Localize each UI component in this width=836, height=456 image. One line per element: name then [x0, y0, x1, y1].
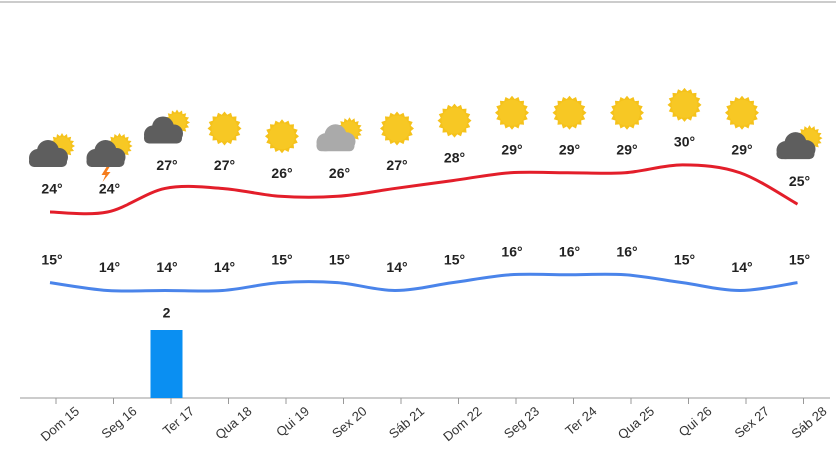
- value-label: 14°: [386, 259, 407, 275]
- value-label: 27°: [386, 157, 407, 173]
- value-label: 29°: [501, 141, 522, 157]
- value-label: 15°: [329, 251, 350, 267]
- cloud-base: [29, 156, 67, 167]
- weather-icon: [437, 103, 472, 138]
- weather-icon: [29, 133, 75, 167]
- weather-icon: [495, 95, 529, 130]
- weather-icon: [667, 87, 702, 122]
- value-label: 14°: [731, 259, 752, 275]
- value-label: 30°: [674, 134, 695, 150]
- sun-core: [499, 99, 525, 126]
- weather-icon: [265, 119, 299, 154]
- value-label: 15°: [444, 251, 465, 267]
- weather-icon: [610, 95, 644, 130]
- weather-icon: [725, 95, 759, 130]
- value-label: 27°: [214, 157, 235, 173]
- value-label: 24°: [41, 181, 62, 197]
- value-label: 15°: [271, 251, 292, 267]
- value-label: 26°: [329, 165, 350, 181]
- value-label: 15°: [789, 251, 810, 267]
- value-label: 15°: [41, 251, 62, 267]
- value-label: 16°: [616, 244, 637, 260]
- value-label: 25°: [789, 173, 810, 189]
- sun-core: [671, 91, 698, 118]
- value-label: 16°: [501, 244, 522, 260]
- sun-core: [614, 99, 640, 126]
- lightning: [101, 167, 111, 182]
- value-label: 15°: [674, 251, 695, 267]
- value-label: 29°: [616, 141, 637, 157]
- sun-core: [441, 107, 468, 134]
- cloud-base: [776, 148, 815, 160]
- cloud-base: [316, 140, 355, 152]
- weather-icon: [380, 111, 414, 146]
- weather-icon: [144, 109, 190, 144]
- value-label: 24°: [99, 181, 120, 197]
- sun-core: [556, 99, 583, 126]
- value-label: 16°: [559, 244, 580, 260]
- value-label: 27°: [156, 157, 177, 173]
- cloud-base: [86, 156, 125, 167]
- sun-core: [384, 115, 410, 142]
- cloud-base: [144, 132, 182, 144]
- value-label: 14°: [156, 259, 177, 275]
- weather-icon: [552, 95, 587, 130]
- temperature-line: [49, 163, 799, 216]
- precipitation-bar: [150, 330, 183, 398]
- value-label: 14°: [214, 259, 235, 275]
- weather-icon: [316, 117, 363, 152]
- value-label: 29°: [731, 141, 752, 157]
- weather-icon: [207, 111, 242, 146]
- sun-core: [269, 123, 295, 150]
- value-label: 29°: [559, 141, 580, 157]
- value-label: 26°: [271, 165, 292, 181]
- value-label: 28°: [444, 149, 465, 165]
- value-label: 2: [163, 305, 171, 321]
- temperature-line: [49, 272, 798, 293]
- value-label: 14°: [99, 259, 120, 275]
- weather-icon: [86, 133, 133, 182]
- sun-core: [729, 99, 755, 126]
- sun-core: [211, 115, 238, 142]
- weather-icon: [776, 125, 823, 160]
